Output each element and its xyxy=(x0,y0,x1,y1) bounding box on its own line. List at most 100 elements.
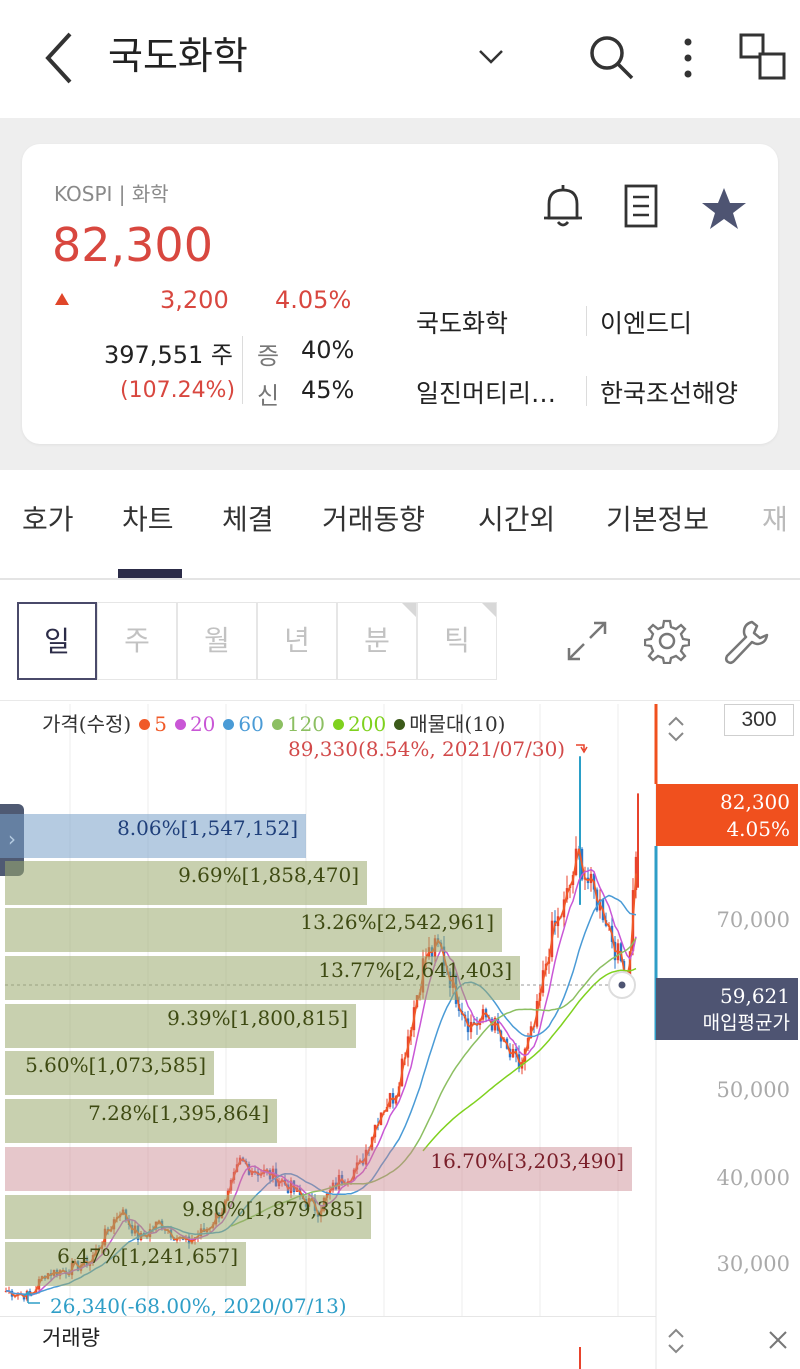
volume-profile-bar: 16.70%[3,203,490] xyxy=(5,1147,632,1191)
tab-execution[interactable]: 체결 xyxy=(222,503,274,536)
scroll-updown-icon[interactable] xyxy=(664,1326,688,1356)
low-annotation: 26,340(-68.00%, 2020/07/13) xyxy=(50,1294,347,1318)
volume-profile-bar: 5.60%[1,073,585] xyxy=(5,1051,214,1095)
current-price-marker: 82,300 4.05% xyxy=(656,784,798,846)
volume-profile-bar: 7.28%[1,395,864] xyxy=(5,1099,277,1143)
volume-profile-bar: 9.39%[1,800,815] xyxy=(5,1004,356,1048)
current-rate-value: 4.05% xyxy=(726,817,790,841)
trade-volume: 397,551 주 xyxy=(104,341,233,369)
volume-profile-bar: 8.06%[1,547,152] xyxy=(0,814,306,858)
tab-orderbook[interactable]: 호가 xyxy=(22,503,74,536)
more-vertical-icon[interactable] xyxy=(676,36,700,80)
current-price-value: 82,300 xyxy=(720,790,790,814)
tab-basic-info[interactable]: 기본정보 xyxy=(606,503,710,536)
corner-marker xyxy=(402,603,416,617)
bell-icon[interactable] xyxy=(540,182,586,230)
page-title: 국도화학 xyxy=(108,34,248,78)
divider xyxy=(586,376,587,406)
legend-label: 20 xyxy=(189,712,216,736)
legend-swatch xyxy=(174,719,186,730)
memo-icon[interactable] xyxy=(624,184,658,228)
moving-average-line xyxy=(422,967,637,1152)
corner-marker xyxy=(482,603,496,617)
low-marker xyxy=(23,1290,40,1304)
search-icon[interactable] xyxy=(586,32,636,82)
multi-window-icon[interactable] xyxy=(738,32,788,82)
related-stock[interactable]: 한국조선해양 xyxy=(600,379,739,408)
volume-label: 거래량 xyxy=(42,1326,100,1350)
period-week-button[interactable]: 주 xyxy=(97,602,177,680)
legend-swatch xyxy=(394,719,406,730)
credit-label: 신 xyxy=(257,382,280,410)
change-rate: 4.05% xyxy=(275,286,352,314)
current-price: 82,300 xyxy=(52,218,213,272)
tab-trading-trend[interactable]: 거래동향 xyxy=(322,503,426,536)
scale-box[interactable]: 300 xyxy=(724,704,794,736)
avg-price-value: 59,621 xyxy=(720,984,790,1008)
high-annotation: 89,330(8.54%, 2021/07/30) xyxy=(288,737,566,761)
avg-price-marker: 59,621 매입평균가 xyxy=(656,978,798,1040)
period-month-button[interactable]: 월 xyxy=(177,602,257,680)
tab-after-hours[interactable]: 시간외 xyxy=(478,503,556,536)
scroll-updown-icon[interactable] xyxy=(664,714,688,744)
active-tab-indicator xyxy=(118,569,182,578)
price-change: 3,200 xyxy=(160,286,229,314)
volume-rate: (107.24%) xyxy=(120,378,236,403)
legend-swatch xyxy=(139,719,151,730)
period-tick-label: 틱 xyxy=(444,624,470,657)
avg-price-dot xyxy=(618,981,626,989)
top-bar xyxy=(0,0,800,118)
tab-bar xyxy=(0,470,800,580)
related-stock[interactable]: 이엔드디 xyxy=(600,309,693,338)
margin-label: 증 xyxy=(257,342,280,370)
volume-profile-bar: 6.47%[1,241,657] xyxy=(5,1242,246,1286)
y-tick-label: 50,000 xyxy=(716,1078,790,1102)
legend-items: 5 20 60 120 200 매물대(10) xyxy=(131,712,506,736)
period-day-button[interactable]: 일 xyxy=(17,602,97,680)
candle-body xyxy=(634,856,638,891)
stock-summary-card xyxy=(22,144,778,444)
back-arrow-icon[interactable] xyxy=(40,30,80,86)
expand-icon[interactable] xyxy=(566,620,608,662)
legend-swatch xyxy=(271,719,283,730)
chart-legend: 가격(수정) 5 20 60 120 200 매물대(10) xyxy=(42,708,506,737)
candle-body xyxy=(4,1291,8,1293)
y-tick-label: 70,000 xyxy=(716,908,790,932)
legend-swatch xyxy=(333,719,345,730)
volume-profile-bar: 9.80%[1,879,385] xyxy=(5,1195,371,1239)
divider xyxy=(0,1316,656,1317)
avg-price-label: 매입평균가 xyxy=(702,1012,790,1034)
divider xyxy=(0,700,800,701)
related-stock[interactable]: 국도화학 xyxy=(416,309,509,338)
period-year-button[interactable]: 년 xyxy=(257,602,337,680)
legend-label: 200 xyxy=(348,712,387,736)
market-sector: KOSPI | 화학 xyxy=(54,182,169,206)
divider xyxy=(586,306,587,336)
volume-profile-bar: 13.77%[2,641,403] xyxy=(5,956,520,1000)
wrench-icon[interactable] xyxy=(722,618,770,666)
volume-profile-bar: 13.26%[2,542,961] xyxy=(5,908,502,952)
legend-prefix: 가격(수정) xyxy=(42,712,132,736)
high-marker xyxy=(576,744,588,754)
gear-icon[interactable] xyxy=(644,618,690,664)
divider xyxy=(242,336,243,404)
legend-swatch xyxy=(223,719,235,730)
period-tick-button[interactable]: 틱 xyxy=(417,602,497,680)
margin-value: 40% xyxy=(301,336,355,364)
period-minute-button[interactable]: 분 xyxy=(337,602,417,680)
legend-label: 매물대(10) xyxy=(409,712,506,736)
y-tick-label: 30,000 xyxy=(716,1252,790,1276)
star-icon[interactable] xyxy=(700,186,748,232)
close-icon[interactable] xyxy=(768,1330,788,1350)
tab-chart[interactable]: 차트 xyxy=(122,503,174,536)
legend-label: 120 xyxy=(286,712,326,736)
volume-profile-bar: 9.69%[1,858,470] xyxy=(5,861,367,905)
up-arrow-icon xyxy=(55,293,69,305)
related-stock[interactable]: 일진머티리… xyxy=(416,379,557,408)
legend-label: 60 xyxy=(238,712,264,736)
tab-financial[interactable]: 재 xyxy=(762,503,788,536)
legend-label: 5 xyxy=(154,712,167,736)
period-minute-label: 분 xyxy=(364,624,390,657)
chevron-down-icon[interactable] xyxy=(476,44,506,68)
y-tick-label: 40,000 xyxy=(716,1166,790,1190)
